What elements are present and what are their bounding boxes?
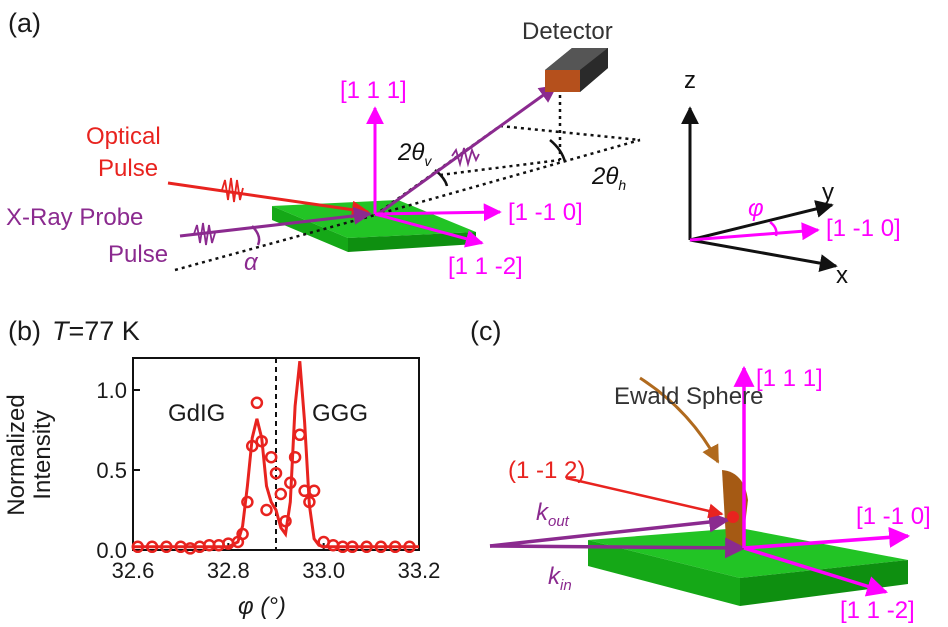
data-point xyxy=(279,514,292,528)
optical-label-2: Pulse xyxy=(98,155,158,182)
data-point xyxy=(250,396,264,410)
kout-arrow xyxy=(489,511,731,548)
label-1m10-c: [1 -1 0] xyxy=(856,503,931,530)
data-point xyxy=(403,540,416,554)
axis-ticks: 32.6 32.8 33.0 33.2 0.0 0.5 1.0 xyxy=(96,378,440,583)
data-points xyxy=(131,396,416,555)
y-tick-label: 0.0 xyxy=(96,538,127,563)
reflection-dot xyxy=(727,511,739,523)
reflection-pointer-arrow xyxy=(565,476,724,519)
data-point xyxy=(374,540,388,554)
label-11m2-a: [1 1 -2] xyxy=(448,253,523,280)
panel-b: (b) T=77 K 32.6 32.8 33.0 33.2 0.0 0.5 1.0 GdI… xyxy=(3,316,440,620)
sample-slab-c xyxy=(588,528,908,606)
arrow-1m10-c xyxy=(743,526,911,550)
kin-arrow xyxy=(489,537,747,559)
label-111-c: [1 1 1] xyxy=(756,365,823,392)
z-axis-label: z xyxy=(684,67,696,94)
detector-icon xyxy=(545,48,608,92)
coordinate-axes xyxy=(681,106,838,273)
data-point xyxy=(255,434,268,448)
x-axis-label: x xyxy=(836,262,848,289)
data-point xyxy=(145,540,159,554)
y-axis-label: y xyxy=(822,179,834,206)
region-left-label: GdIG xyxy=(168,400,225,427)
data-point xyxy=(264,450,278,464)
y-axis-title: NormalizedIntensity xyxy=(3,394,56,515)
kin-label: kin xyxy=(548,563,572,594)
arrow-11m2-c xyxy=(743,546,889,597)
data-point xyxy=(360,540,373,554)
data-point xyxy=(307,484,321,498)
panel-b-label: (b) xyxy=(8,316,41,346)
label-1m10-a: [1 -1 0] xyxy=(508,199,583,226)
xray-wave-icon xyxy=(193,222,216,246)
x-tick-label: 33.2 xyxy=(398,558,441,583)
detector-label: Detector xyxy=(522,18,613,45)
data-point xyxy=(284,476,297,490)
optical-wave-icon xyxy=(221,177,244,203)
panel-c: (c) Ewald Sphere (1 -1 2) kout kin [1 1 … xyxy=(470,316,931,624)
xray-label-1: X-Ray Probe xyxy=(6,204,143,231)
diffracted-beam-arrow xyxy=(377,84,558,216)
data-point xyxy=(269,466,283,480)
temperature-label: T=77 K xyxy=(52,316,140,346)
arrow-1m10-a xyxy=(374,203,502,222)
y-tick-label: 0.5 xyxy=(96,458,127,483)
y-axis-title-line-1: Normalized xyxy=(3,394,30,515)
arrow-11m2-a xyxy=(374,212,484,248)
panel-c-label: (c) xyxy=(470,316,501,346)
data-point xyxy=(346,540,359,554)
x-tick-label: 33.0 xyxy=(302,558,345,583)
x-axis-title: φ (°) xyxy=(238,593,286,620)
y-axis-title-line-2: Intensity xyxy=(29,410,56,499)
ewald-pointer-arrow xyxy=(639,376,720,464)
data-point xyxy=(236,527,249,541)
data-point xyxy=(241,495,254,509)
two-theta-v-label: 2θv xyxy=(397,139,432,169)
data-point xyxy=(293,428,307,442)
two-theta-h-label: 2θh xyxy=(591,163,626,193)
data-point xyxy=(388,540,402,554)
data-point xyxy=(288,450,302,464)
data-point xyxy=(131,540,145,554)
data-point xyxy=(274,487,288,501)
label-11m2-c: [1 1 -2] xyxy=(840,597,915,624)
xray-label-2: Pulse xyxy=(108,241,168,268)
label-111-a: [1 1 1] xyxy=(340,77,407,104)
data-point xyxy=(303,495,316,509)
phi-label: φ xyxy=(748,195,764,222)
reflection-label: (1 -1 2) xyxy=(508,457,585,484)
data-point xyxy=(160,540,173,554)
panel-a-label: (a) xyxy=(8,8,41,38)
data-point xyxy=(260,503,273,517)
optical-pulse-arrow xyxy=(167,181,370,219)
ewald-label: Ewald Sphere xyxy=(614,383,763,410)
diffracted-wave-icon xyxy=(451,147,480,168)
x-tick-label: 32.6 xyxy=(112,558,155,583)
angle-arc-2theta-h xyxy=(549,139,567,163)
coords-dir-label: [1 -1 0] xyxy=(826,215,901,242)
x-tick-label: 32.8 xyxy=(207,558,250,583)
alpha-label: α xyxy=(244,249,259,276)
xray-pulse-arrow xyxy=(179,206,372,238)
panel-a: (a) xyxy=(6,8,901,289)
optical-label-1: Optical xyxy=(86,123,161,150)
data-point xyxy=(245,439,259,453)
y-tick-label: 1.0 xyxy=(96,378,127,403)
region-right-label: GGG xyxy=(312,400,368,427)
kout-label: kout xyxy=(536,499,570,530)
